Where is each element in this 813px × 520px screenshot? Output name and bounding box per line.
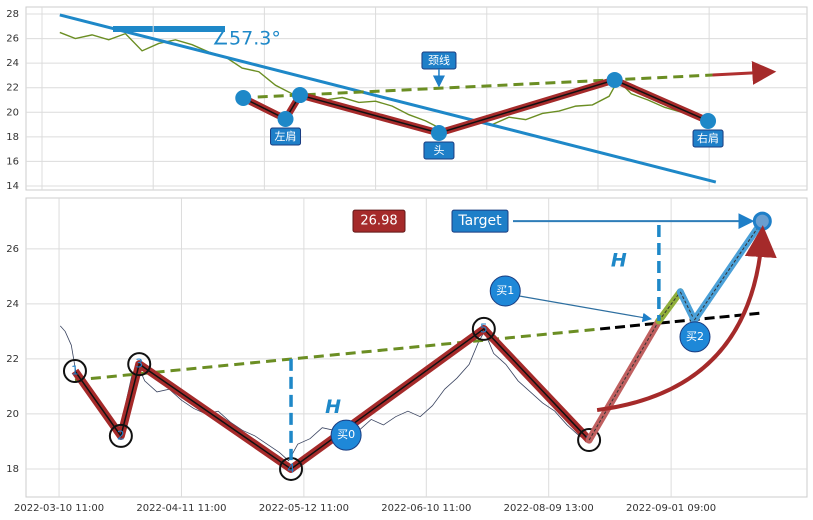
label-box [270, 127, 302, 146]
target-point [752, 211, 772, 231]
extension-line [712, 60, 777, 85]
y-tick-label: 26 [6, 34, 19, 45]
x-tick-label: 2022-05-12 11:00 [259, 503, 349, 514]
forecast-core [658, 291, 681, 322]
pattern-point [606, 71, 623, 88]
y-tick-label: 14 [6, 181, 19, 192]
label-box [451, 209, 509, 233]
pattern-point [235, 90, 252, 107]
y-tick-label: 26 [6, 244, 19, 255]
neckline [257, 73, 713, 99]
pattern-point [108, 423, 133, 448]
y-tick-label: 22 [6, 354, 19, 365]
pattern-point [291, 87, 308, 104]
label-box [692, 129, 724, 148]
buy-marker [489, 275, 521, 307]
buy-marker [679, 321, 711, 353]
forecast-core [679, 291, 695, 321]
buy-label: 买0 [337, 428, 355, 441]
x-tick-label: 2022-08-09 13:00 [504, 503, 594, 514]
pattern-label: 头 [433, 144, 444, 157]
y-tick-label: 24 [6, 58, 19, 69]
pattern-point [277, 111, 294, 128]
pattern-core [74, 327, 590, 470]
x-tick-label: 2022-04-11 11:00 [136, 503, 226, 514]
pattern-label: 右肩 [697, 131, 719, 145]
pattern-point [471, 316, 496, 341]
height-label: H [611, 249, 627, 271]
height-label: H [325, 396, 341, 418]
pattern-label: 4 [287, 461, 295, 475]
pattern-point [430, 125, 447, 142]
panel-top [25, 6, 808, 191]
buy-arrow [519, 295, 653, 323]
pattern-point [577, 428, 602, 453]
trend-line [59, 13, 717, 184]
neckline-label: 颈线 [428, 53, 450, 67]
label-box [423, 141, 455, 160]
buy-label: 买2 [686, 330, 704, 343]
neckline [74, 327, 601, 382]
pattern-label: 1 [71, 364, 79, 378]
y-tick-label: 18 [6, 132, 19, 143]
pattern-point [700, 112, 717, 129]
target-curve [596, 225, 777, 413]
y-tick-label: 20 [6, 409, 19, 420]
y-tick-label: 28 [6, 9, 19, 20]
forecast-core [588, 320, 660, 441]
y-tick-label: 16 [6, 156, 19, 167]
x-tick-label: 2022-03-10 11:00 [14, 503, 104, 514]
value-box [352, 209, 406, 233]
target-value: 26.98 [360, 214, 397, 229]
pattern-label: 5 [480, 321, 488, 335]
pattern-point [62, 359, 87, 384]
pattern-point [127, 352, 152, 377]
angle-label: ∠57.3° [212, 28, 281, 50]
target-label: Target [457, 213, 502, 229]
y-tick-label: 20 [6, 107, 19, 118]
y-tick-label: 22 [6, 83, 19, 94]
projection-line [599, 311, 763, 331]
pattern-label: 3 [135, 357, 143, 371]
pattern-label: 左肩 [275, 129, 297, 143]
y-tick-label: 24 [6, 299, 19, 310]
x-tick-label: 2022-06-10 11:00 [381, 503, 471, 514]
x-tick-label: 2022-09-01 09:00 [626, 503, 716, 514]
y-tick-label: 18 [6, 464, 19, 475]
buy-label: 买1 [496, 284, 514, 297]
buy-marker [330, 419, 362, 451]
pattern-label: 2 [117, 428, 125, 442]
